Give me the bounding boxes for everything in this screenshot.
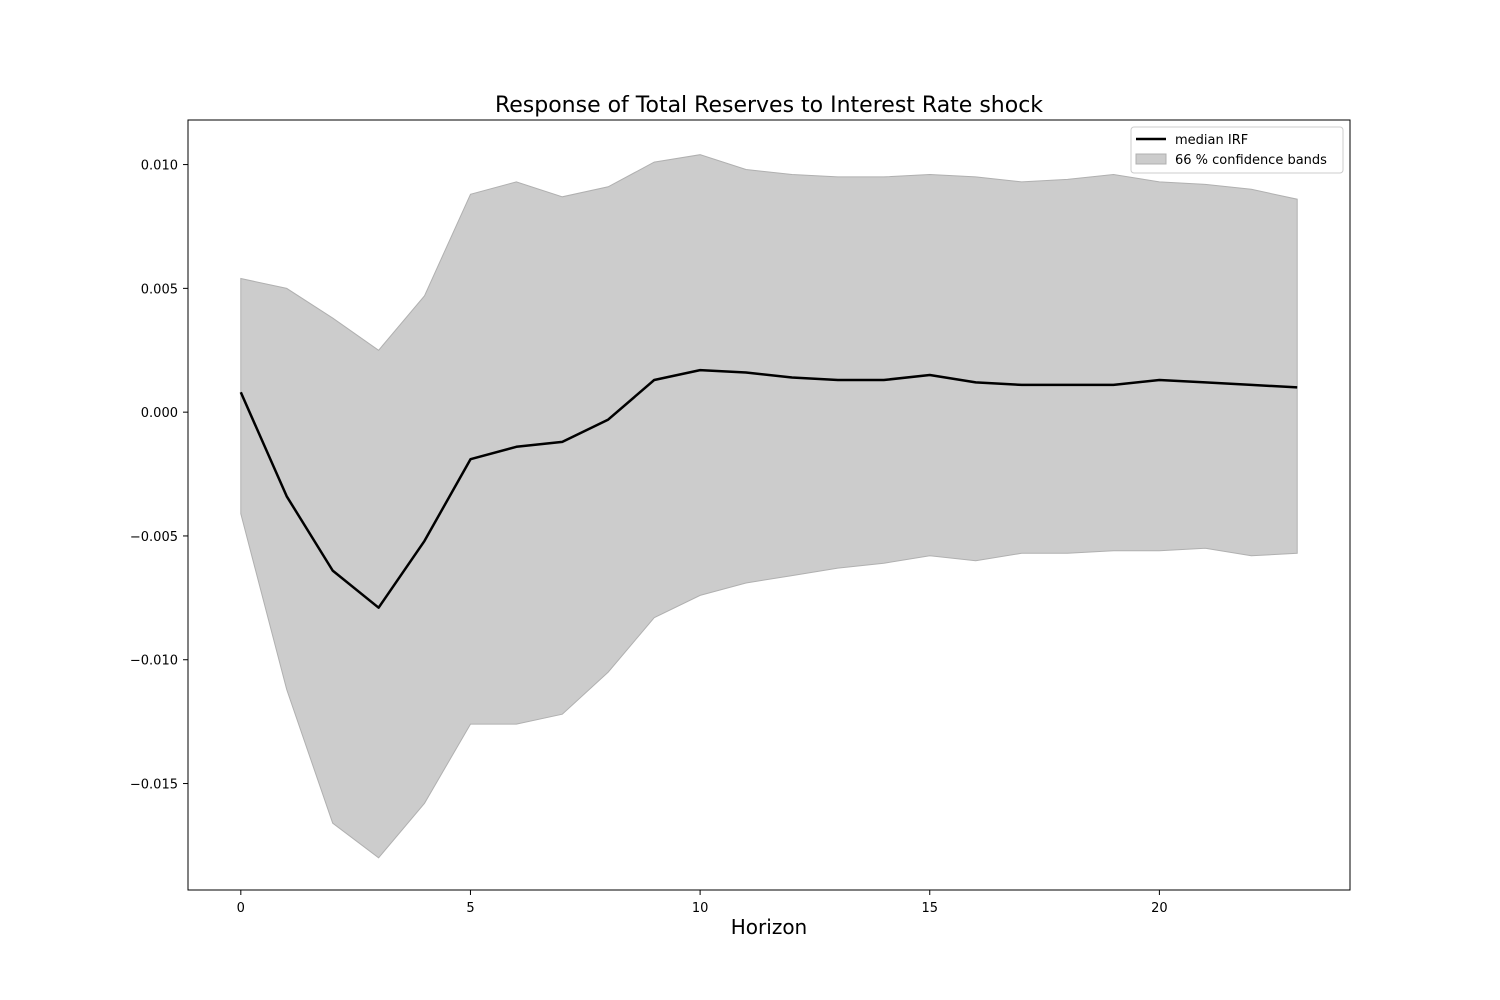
- plot-frame: [187, 119, 1351, 891]
- x-axis-ticks: 0 5 10 15 20: [237, 890, 1168, 916]
- x-tick-label: 5: [466, 901, 474, 916]
- y-tick-label: 0.000: [141, 406, 178, 421]
- y-tick-label: −0.010: [130, 654, 178, 669]
- y-axis-ticks: −0.015 −0.010 −0.005 0.000 0.005 0.010: [130, 159, 188, 793]
- x-tick-label: 20: [1151, 901, 1168, 916]
- y-tick-label: 0.010: [141, 159, 178, 174]
- chart-title: Response of Total Reserves to Interest R…: [495, 93, 1043, 118]
- x-tick-label: 15: [921, 901, 938, 916]
- confidence-band: [240, 154, 1298, 859]
- y-tick-label: −0.015: [130, 778, 178, 793]
- y-tick-label: −0.005: [130, 530, 178, 545]
- x-axis-label: Horizon: [731, 915, 807, 939]
- y-tick-label: 0.005: [141, 282, 178, 297]
- legend-box: [1130, 126, 1344, 174]
- legend: median IRF 66 % confidence bands: [1130, 126, 1344, 174]
- x-tick-label: 10: [692, 901, 709, 916]
- legend-band-swatch: [1135, 153, 1167, 165]
- median-irf-line: [239, 368, 1298, 609]
- legend-median-label: median IRF: [1175, 133, 1248, 148]
- median-line-layer: [239, 368, 1298, 609]
- confidence-band-layer: [240, 154, 1298, 859]
- legend-band-label: 66 % confidence bands: [1175, 153, 1327, 168]
- x-tick-label: 0: [237, 901, 245, 916]
